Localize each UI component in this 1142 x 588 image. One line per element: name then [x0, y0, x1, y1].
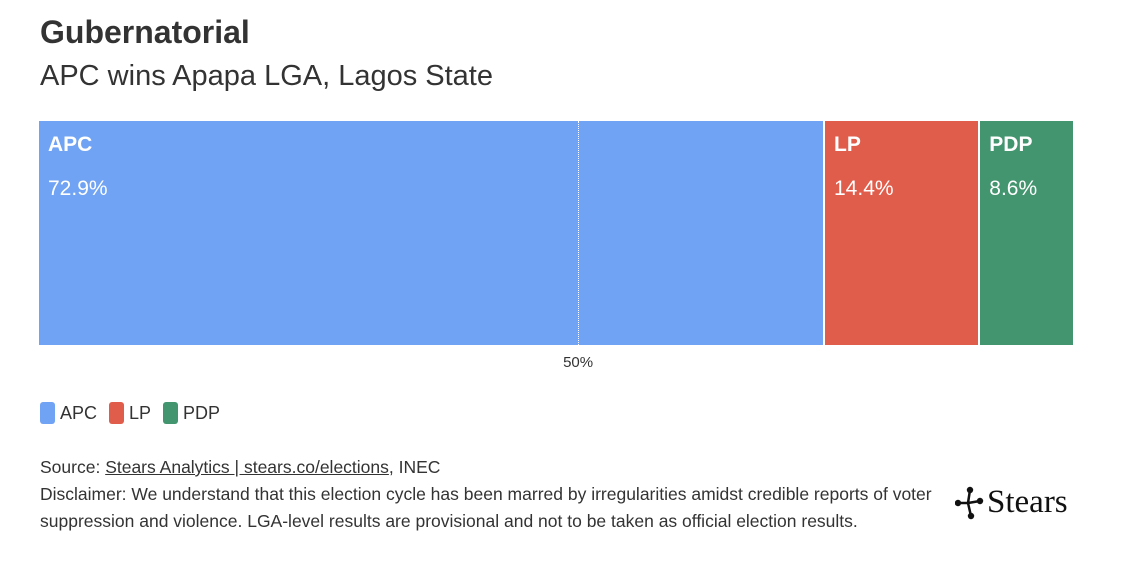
bar-value-lp: 14.4%	[834, 177, 894, 200]
network-nodes-icon	[955, 486, 984, 519]
legend-item-pdp: PDP	[163, 402, 220, 424]
legend-item-apc: APC	[40, 402, 97, 424]
stacked-bar-chart: APC 72.9% LP 14.4% PDP 8.6%	[39, 121, 1073, 345]
bar-pdp: PDP 8.6%	[980, 121, 1073, 345]
midpoint-label: 50%	[563, 354, 594, 371]
chart-subtitle: APC wins Apapa LGA, Lagos State	[40, 60, 493, 92]
legend-swatch-lp	[109, 402, 125, 424]
legend-item-lp: LP	[109, 402, 151, 424]
legend-label-apc: APC	[60, 402, 98, 423]
chart-title: Gubernatorial	[40, 14, 250, 50]
midpoint-line	[578, 121, 580, 345]
logo-text: Stears	[987, 484, 1068, 520]
bar-label-lp: LP	[834, 133, 861, 156]
bar-apc: APC 72.9%	[39, 121, 823, 345]
legend: APC LP PDP	[40, 402, 232, 424]
legend-swatch-pdp	[163, 402, 179, 424]
disclaimer: Disclaimer: We understand that this elec…	[40, 484, 932, 531]
source-prefix: Source:	[40, 457, 106, 477]
bar-value-apc: 72.9%	[48, 177, 108, 200]
bar-label-apc: APC	[48, 133, 93, 156]
bar-lp: LP 14.4%	[825, 121, 979, 345]
source-suffix: , INEC	[388, 457, 441, 477]
source-line: Source: Stears Analytics | stears.co/ele…	[40, 454, 950, 481]
bar-label-pdp: PDP	[989, 133, 1033, 156]
source-link[interactable]: Stears Analytics | stears.co/elections	[105, 457, 389, 477]
bar-value-pdp: 8.6%	[989, 177, 1038, 200]
legend-label-lp: LP	[129, 402, 152, 423]
stears-logo: Stears	[955, 484, 1068, 521]
legend-label-pdp: PDP	[183, 402, 221, 423]
legend-swatch-apc	[40, 402, 55, 424]
footer-notes: Source: Stears Analytics | stears.co/ele…	[40, 454, 950, 535]
